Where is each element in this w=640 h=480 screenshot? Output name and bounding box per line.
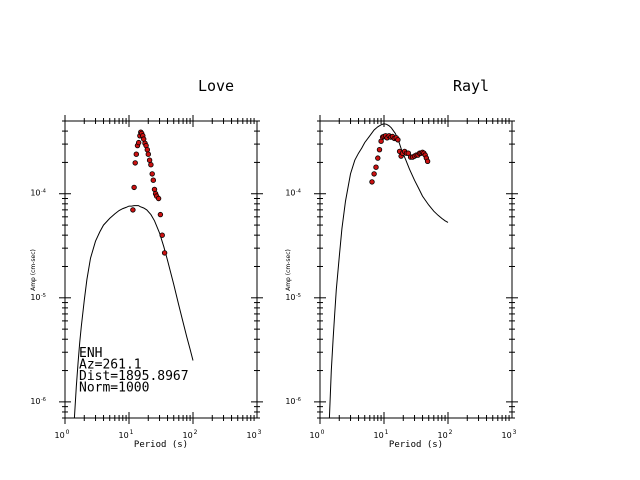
rayleigh-y-axis-label: Amp (cm-sec) (285, 249, 292, 291)
rayleigh-x-tick-exponent: 2 (449, 429, 453, 436)
love-data-point (132, 160, 138, 166)
rayleigh-data-point (375, 155, 381, 161)
love-data-point (135, 139, 142, 146)
rayleigh-data-point (395, 137, 401, 143)
rayleigh-curve-line (328, 123, 449, 419)
rayleigh-y-tick-exponent: -5 (296, 293, 301, 299)
love-annotation-line: Dist=1895.8967 (79, 369, 189, 384)
rayleigh-x-tick-exponent: 3 (513, 429, 517, 436)
love-annotation-line: Norm=1000 (79, 381, 149, 396)
love-y-tick-exponent: -4 (41, 189, 46, 195)
rayleigh-x-axis-label: Period (s) (389, 440, 443, 450)
love-y-tick-label: 10-5 (30, 293, 46, 302)
rayleigh-data-point (424, 158, 431, 164)
love-data-point (161, 250, 168, 256)
love-tick-marks (59, 115, 263, 424)
love-y-tick-exponent: -5 (41, 293, 46, 299)
rayleigh-x-tick-label: 103 (501, 429, 516, 440)
love-data-point (151, 186, 158, 193)
love-theoretical-curve (73, 205, 194, 419)
love-x-tick-label: 103 (246, 429, 261, 440)
love-annotation-line: ENH (79, 346, 102, 361)
rayleigh-plot-frame (319, 120, 513, 419)
rayleigh-x-tick-label: 102 (437, 429, 452, 440)
rayleigh-data-point (373, 164, 379, 170)
love-x-tick-exponent: 1 (130, 429, 134, 436)
rayleigh-x-tick-label: 100 (309, 429, 324, 440)
love-annotation-line: Az=261.1 (79, 358, 142, 373)
love-y-tick-label: 10-6 (30, 397, 46, 406)
love-data-point (148, 161, 154, 168)
rayleigh-observed-points (369, 133, 431, 185)
love-x-axis-label: Period (s) (134, 440, 188, 450)
rayleigh-theoretical-curve (328, 123, 449, 419)
rayleigh-x-tick-exponent: 0 (321, 429, 325, 436)
love-y-tick-labels: 10-6 10-5 10-4 (30, 189, 46, 406)
love-title: Love (198, 77, 234, 95)
love-observed-points (130, 129, 168, 256)
love-data-point (157, 211, 164, 218)
love-x-tick-label: 102 (182, 429, 197, 440)
love-x-tick-exponent: 2 (194, 429, 198, 436)
love-data-point (155, 195, 162, 202)
rayleigh-x-tick-label: 101 (373, 429, 388, 440)
rayleigh-tick-marks (314, 115, 518, 424)
rayleigh-title: Rayl (453, 77, 489, 95)
love-y-tick-exponent: -6 (41, 397, 46, 403)
rayleigh-data-point (371, 171, 377, 177)
love-curve-line (73, 205, 194, 419)
rayleigh-y-tick-labels: 10-6 10-5 10-4 (285, 189, 301, 406)
love-x-tick-exponent: 0 (66, 429, 70, 436)
love-data-point (130, 207, 136, 213)
love-data-point (133, 151, 139, 157)
rayleigh-y-tick-exponent: -6 (296, 397, 301, 403)
love-x-tick-exponent: 3 (258, 429, 262, 436)
rayleigh-y-tick-exponent: -4 (296, 189, 301, 195)
love-data-point (144, 146, 150, 153)
love-data-point (131, 184, 137, 191)
rayleigh-x-tick-exponent: 1 (385, 429, 389, 436)
rayleigh-x-tick-labels: 100 101 102 103 (309, 429, 516, 440)
rayleigh-data-point (405, 150, 411, 156)
rayleigh-panel: Rayl 100 101 102 103 10-610-510-4 Period (s… (285, 77, 518, 450)
rayleigh-data-point (376, 146, 383, 153)
love-y-tick-label: 10-4 (30, 189, 46, 198)
love-y-axis-label: Amp (cm-sec) (30, 249, 37, 291)
rayleigh-data-point (369, 179, 375, 185)
love-x-tick-labels: 100 101 102 103 (54, 429, 261, 440)
love-data-point (145, 151, 151, 157)
love-x-tick-label: 101 (118, 429, 133, 440)
rayleigh-y-tick-label: 10-5 (285, 293, 301, 302)
rayleigh-y-tick-label: 10-6 (285, 397, 301, 406)
love-data-point (146, 157, 153, 163)
rayleigh-y-tick-label: 10-4 (285, 189, 301, 198)
love-data-point (150, 177, 156, 183)
love-panel: Love 100 101 102 103 10-610-510-4 Period (s… (30, 77, 263, 450)
love-data-point (149, 171, 155, 177)
love-data-point (159, 232, 165, 238)
love-x-tick-label: 100 (54, 429, 69, 440)
love-plot-frame (64, 120, 258, 419)
